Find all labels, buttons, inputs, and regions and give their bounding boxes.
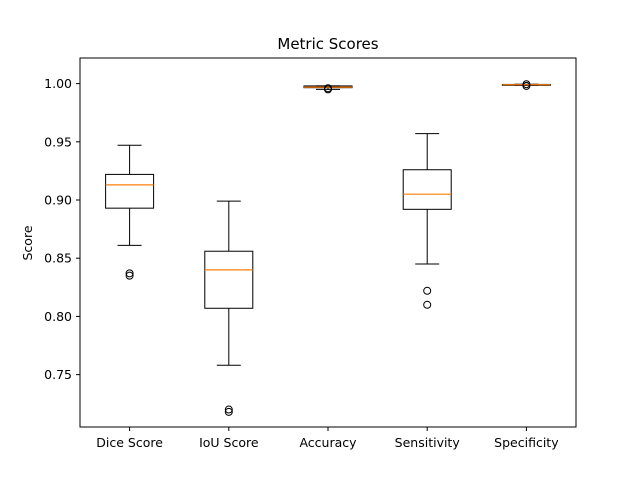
y-axis-label: Score: [20, 225, 35, 260]
outlier-point: [522, 80, 531, 89]
x-tick-label: Specificity: [494, 435, 559, 450]
y-tick-label: 0.80: [44, 309, 72, 324]
outlier-point: [224, 405, 233, 414]
box-group-sensitivity: [402, 133, 452, 309]
x-tick-label: Dice Score: [96, 435, 163, 450]
box-group-specificity: [501, 80, 551, 90]
y-tick-label: 0.75: [44, 367, 72, 382]
outlier-point: [224, 407, 233, 416]
outlier-point: [125, 269, 134, 278]
x-tick-label: Sensitivity: [395, 435, 461, 450]
outlier-point: [423, 300, 432, 309]
iqr-box: [105, 173, 155, 209]
box-group-iou-score: [204, 200, 254, 416]
outlier-point: [324, 84, 332, 93]
axes-frame: [79, 57, 577, 428]
box-group-accuracy: [303, 84, 353, 94]
outlier-point: [125, 271, 134, 280]
y-tick-label: 0.95: [44, 134, 72, 149]
y-tick-label: 0.85: [44, 251, 72, 266]
x-tick-label: Accuracy: [299, 435, 357, 450]
box-group-dice-score: [105, 144, 155, 280]
y-tick-label: 1.00: [44, 76, 72, 91]
x-tick-label: IoU Score: [199, 435, 259, 450]
iqr-box: [204, 250, 254, 309]
chart-title: Metric Scores: [277, 35, 378, 53]
iqr-box: [402, 169, 452, 210]
y-tick-label: 0.90: [44, 193, 72, 208]
plot-area: 0.75 0.80 0.85 0.90 0.95 1.00 Dice Score IoU Sc…: [44, 57, 577, 450]
outlier-point: [423, 286, 432, 295]
